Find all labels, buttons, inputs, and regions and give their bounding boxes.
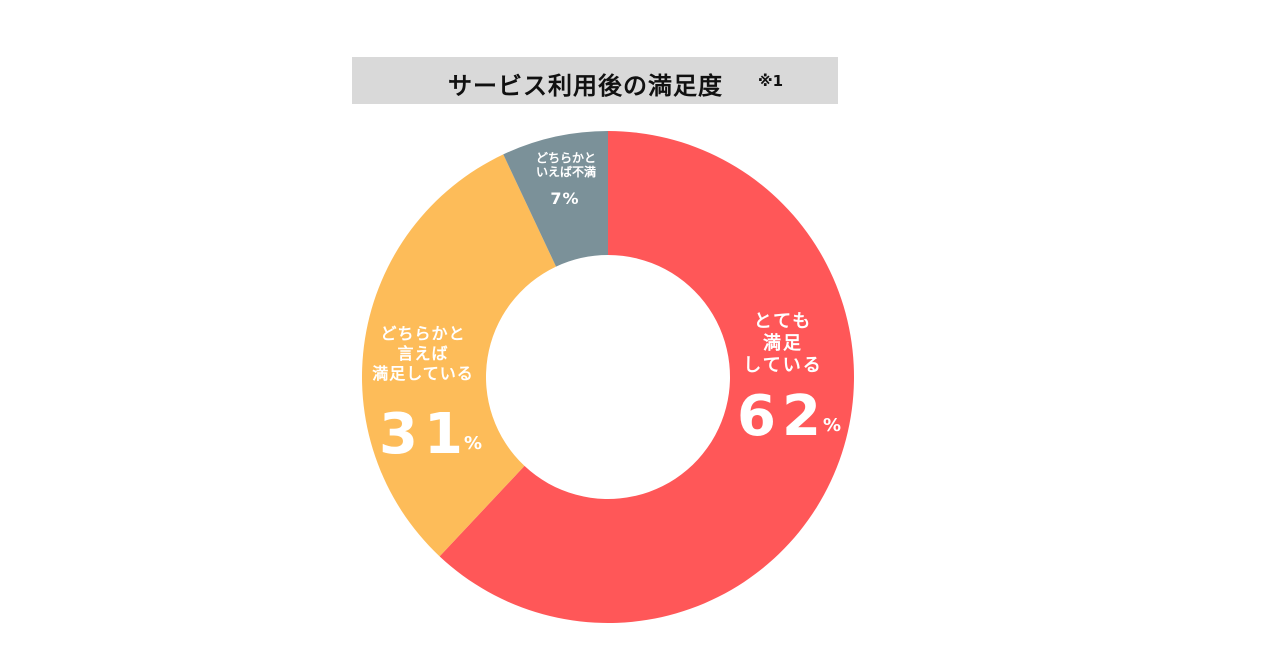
somewhat-dissatisfied-label-line-2: いえば不満 (536, 164, 596, 179)
very-satisfied-label-line-3: している (743, 355, 822, 376)
somewhat-satisfied-label-line-2: 言えば (397, 344, 448, 363)
chart-title-box: サービス利用後の満足度 ※1 (352, 57, 838, 104)
somewhat-satisfied-unit: % (464, 433, 482, 454)
donut-slice-somewhat-dissatisfied (503, 131, 608, 267)
chart-title-note: ※1 (758, 72, 784, 90)
chart-title: サービス利用後の満足度 (448, 72, 723, 100)
somewhat-dissatisfied-label-line-1: どちらかと (536, 151, 596, 165)
somewhat-satisfied-label-line-3: 満足している (372, 364, 474, 383)
donut-slices (361, 131, 854, 623)
somewhat-satisfied-value: 31 (379, 402, 469, 467)
slice-label-very-satisfied: とても 満足 している 62 % (737, 311, 841, 449)
somewhat-dissatisfied-value-text: 7% (550, 189, 579, 208)
very-satisfied-label-line-2: 満足 (763, 332, 803, 354)
donut-slice-somewhat-satisfied (361, 154, 557, 557)
donut-slice-very-satisfied (439, 131, 854, 623)
very-satisfied-label-line-1: とても (754, 311, 813, 332)
slice-label-somewhat-dissatisfied: どちらかと いえば不満 7% (536, 151, 596, 208)
somewhat-dissatisfied-value: 7 (550, 189, 562, 208)
very-satisfied-unit: % (823, 415, 841, 436)
somewhat-dissatisfied-unit: % (563, 189, 580, 208)
very-satisfied-value: 62 (737, 384, 827, 449)
slice-label-somewhat-satisfied: どちらかと 言えば 満足している 31 % (372, 324, 482, 467)
somewhat-satisfied-label-line-1: どちらかと (380, 324, 465, 343)
